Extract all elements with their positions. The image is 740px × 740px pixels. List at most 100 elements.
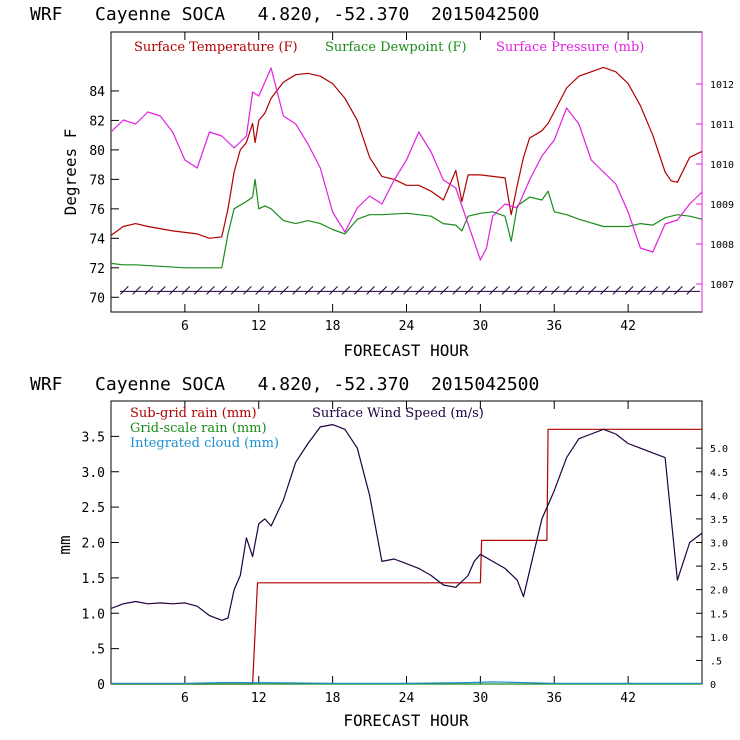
top-y-axis-label: Degrees F (61, 129, 80, 216)
legend-subgrid-rain: Sub-grid rain (mm) (130, 406, 257, 421)
wind-barb (550, 286, 560, 295)
wind-barb (156, 286, 166, 295)
bot-y2-tick-label: 1.5 (710, 609, 728, 620)
wind-barb (292, 286, 302, 295)
wind-barb (255, 286, 265, 295)
wind-barb (526, 286, 535, 295)
wind-barb (218, 286, 228, 295)
bot-x-tick-label: 42 (620, 691, 636, 706)
bot-x-tick-label: 18 (325, 691, 341, 706)
top-x-axis-label: FORECAST HOUR (343, 341, 469, 360)
wind-barb (243, 286, 252, 295)
bot-y-tick-label: 3.0 (82, 466, 105, 481)
wind-barb (575, 286, 585, 295)
top-y2-tick-label: 1009 (710, 200, 734, 211)
bot-y-tick-label: 0 (97, 678, 105, 693)
wind-barb (304, 286, 314, 295)
wind-barb (378, 286, 388, 295)
top-y2-tick-label: 1011 (710, 120, 734, 131)
wind-barb (637, 286, 646, 295)
top-y-tick-label: 76 (89, 203, 105, 218)
series-integrated-cloud-mm (111, 681, 702, 684)
bot-x-tick-label: 24 (399, 691, 415, 706)
bottom-x-ticks: 6 12 18 24 30 36 42 (181, 401, 636, 706)
bot-y2-tick-label: 4.0 (710, 491, 728, 502)
legend-surface-pressure: Surface Pressure (mb) (496, 40, 644, 55)
series-surface-wind-speed-m-s (110, 424, 703, 621)
wind-barb (440, 286, 449, 295)
top-y-tick-label: 84 (89, 85, 105, 100)
wind-barb (489, 286, 499, 295)
top-x-tick-label: 12 (251, 319, 267, 334)
bottom-series-group (110, 424, 703, 685)
bottom-y-ticks: 0 .5 1.0 1.5 2.0 2.5 3.0 3.5 (82, 430, 119, 693)
top-y2-tick-label: 1008 (710, 240, 734, 251)
wind-barb (181, 286, 191, 295)
bot-y2-tick-label: 3.0 (710, 539, 728, 550)
bot-y2-tick-label: 3.5 (710, 515, 728, 526)
wind-barb (464, 286, 474, 295)
top-x-tick-label: 6 (181, 319, 189, 334)
wind-barb (624, 286, 634, 295)
legend-gridscale-rain: Grid-scale rain (mm) (130, 421, 267, 436)
top-y2-tick-label: 1007 (710, 280, 734, 291)
top-y2-ticks: 1007 1008 1009 1010 1011 1012 (696, 80, 734, 291)
wind-barb (169, 286, 178, 295)
top-chart-frame (110, 31, 703, 313)
wind-barb (661, 286, 671, 295)
legend-surface-temperature: Surface Temperature (F) (134, 40, 298, 55)
wind-barb (230, 286, 240, 295)
wind-barb (390, 286, 400, 295)
bot-y-tick-label: 2.5 (82, 501, 105, 516)
wind-barb (427, 286, 437, 295)
top-x-tick-label: 30 (473, 319, 489, 334)
bot-y-tick-label: 1.0 (82, 607, 105, 622)
wind-barb (587, 286, 597, 295)
wind-barb (193, 286, 203, 295)
wind-barb (612, 286, 622, 295)
bottom-y2-ticks: 0 .5 1.0 1.5 2.0 2.5 3.0 3.5 4.0 4.5 5.0 (696, 444, 728, 691)
series-surface-dewpoint-f (110, 178, 703, 269)
top-y2-tick-label: 1012 (710, 80, 734, 91)
series-surface-pressure-mb (110, 67, 703, 261)
wind-barb (501, 286, 511, 295)
top-y-tick-label: 74 (89, 232, 105, 247)
wind-barb (119, 286, 129, 295)
top-y-tick-label: 72 (89, 262, 105, 277)
wind-barb (329, 286, 338, 295)
bot-y2-tick-label: 1.0 (710, 633, 728, 644)
top-x-tick-label: 42 (620, 319, 636, 334)
wind-barb (403, 286, 412, 295)
top-y-tick-label: 78 (89, 173, 105, 188)
top-y-ticks: 70 72 74 76 78 80 82 84 (89, 85, 119, 306)
legend-surface-dewpoint: Surface Dewpoint (F) (325, 40, 467, 55)
bottom-chart-title: WRF Cayenne SOCA 4.820, -52.370 20150425… (30, 374, 539, 395)
wind-barb (267, 286, 277, 295)
wind-barb (674, 286, 683, 295)
top-y2-tick-label: 1010 (710, 160, 734, 171)
wind-barb (206, 286, 215, 295)
bot-x-tick-label: 6 (181, 691, 189, 706)
wind-barb (353, 286, 363, 295)
wind-barb (513, 286, 523, 295)
legend-integrated-cloud: Integrated cloud (mm) (130, 436, 279, 451)
wind-barb (649, 286, 659, 295)
wind-barb (280, 286, 289, 295)
bot-y2-tick-label: 2.0 (710, 586, 728, 597)
wind-barb (600, 286, 609, 295)
bot-y2-tick-label: 2.5 (710, 562, 728, 573)
wind-barb (366, 286, 375, 295)
wind-barb (341, 286, 351, 295)
wind-barb (452, 286, 462, 295)
bot-x-tick-label: 36 (546, 691, 562, 706)
bot-x-tick-label: 30 (473, 691, 489, 706)
top-x-tick-label: 18 (325, 319, 341, 334)
bot-x-tick-label: 12 (251, 691, 267, 706)
top-y-tick-label: 82 (89, 114, 105, 129)
wind-barb (538, 286, 548, 295)
bot-y2-tick-label: .5 (710, 656, 722, 667)
top-chart-title: WRF Cayenne SOCA 4.820, -52.370 20150425… (30, 4, 539, 25)
bottom-x-axis-label: FORECAST HOUR (343, 711, 469, 730)
bot-y2-tick-label: 5.0 (710, 444, 728, 455)
